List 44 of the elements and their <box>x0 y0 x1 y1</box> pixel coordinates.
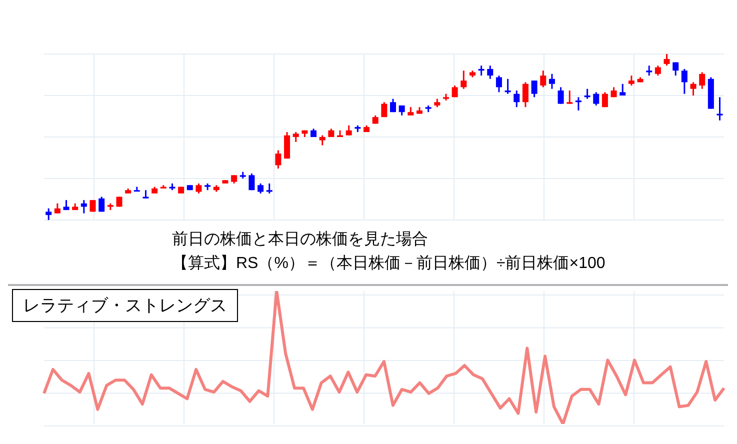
candlestick <box>584 88 590 100</box>
candlestick <box>646 64 652 76</box>
candlestick <box>487 64 494 80</box>
candlestick <box>478 64 484 76</box>
candlestick <box>46 208 52 220</box>
candlestick <box>681 68 688 95</box>
candlestick <box>284 131 290 160</box>
candlestick <box>602 91 608 108</box>
candlestick <box>548 73 555 90</box>
candlestick <box>134 186 140 192</box>
candlestick <box>319 134 326 146</box>
candlestick <box>496 74 502 93</box>
candlestick <box>381 101 388 118</box>
candlestick <box>248 172 255 191</box>
candlestick <box>628 74 634 86</box>
candlestick <box>275 150 282 170</box>
text: 前日の株価と本日の株価を見た場合 <box>172 230 429 250</box>
candlestick <box>292 131 299 143</box>
candlestick <box>80 199 87 214</box>
candlestick <box>98 196 105 212</box>
candlestick <box>346 124 352 136</box>
candlestick <box>558 86 564 105</box>
candlestick <box>672 62 679 76</box>
candlestick <box>196 182 202 194</box>
chart-title: レラティブ・ストレングス <box>12 289 238 322</box>
candlestick <box>654 64 661 76</box>
candlestick <box>593 91 600 106</box>
candlestick <box>566 90 573 105</box>
candlestick <box>266 182 272 194</box>
candlestick <box>514 90 520 108</box>
candlestick <box>531 80 538 98</box>
candlestick <box>504 78 511 95</box>
candlestick <box>460 70 467 90</box>
candlestick <box>540 70 546 88</box>
text: 【算式】RS（%）＝（本日株価－前日株価）÷前日株価×100 <box>172 254 606 274</box>
candlestick <box>664 54 670 66</box>
candlestick <box>690 81 696 96</box>
candlestick <box>258 182 264 194</box>
candlestick <box>522 81 528 108</box>
candlestick <box>699 72 706 90</box>
candlestick <box>390 98 396 113</box>
candlestick <box>716 96 723 122</box>
candlestick <box>54 202 60 214</box>
candlestick <box>575 96 582 112</box>
